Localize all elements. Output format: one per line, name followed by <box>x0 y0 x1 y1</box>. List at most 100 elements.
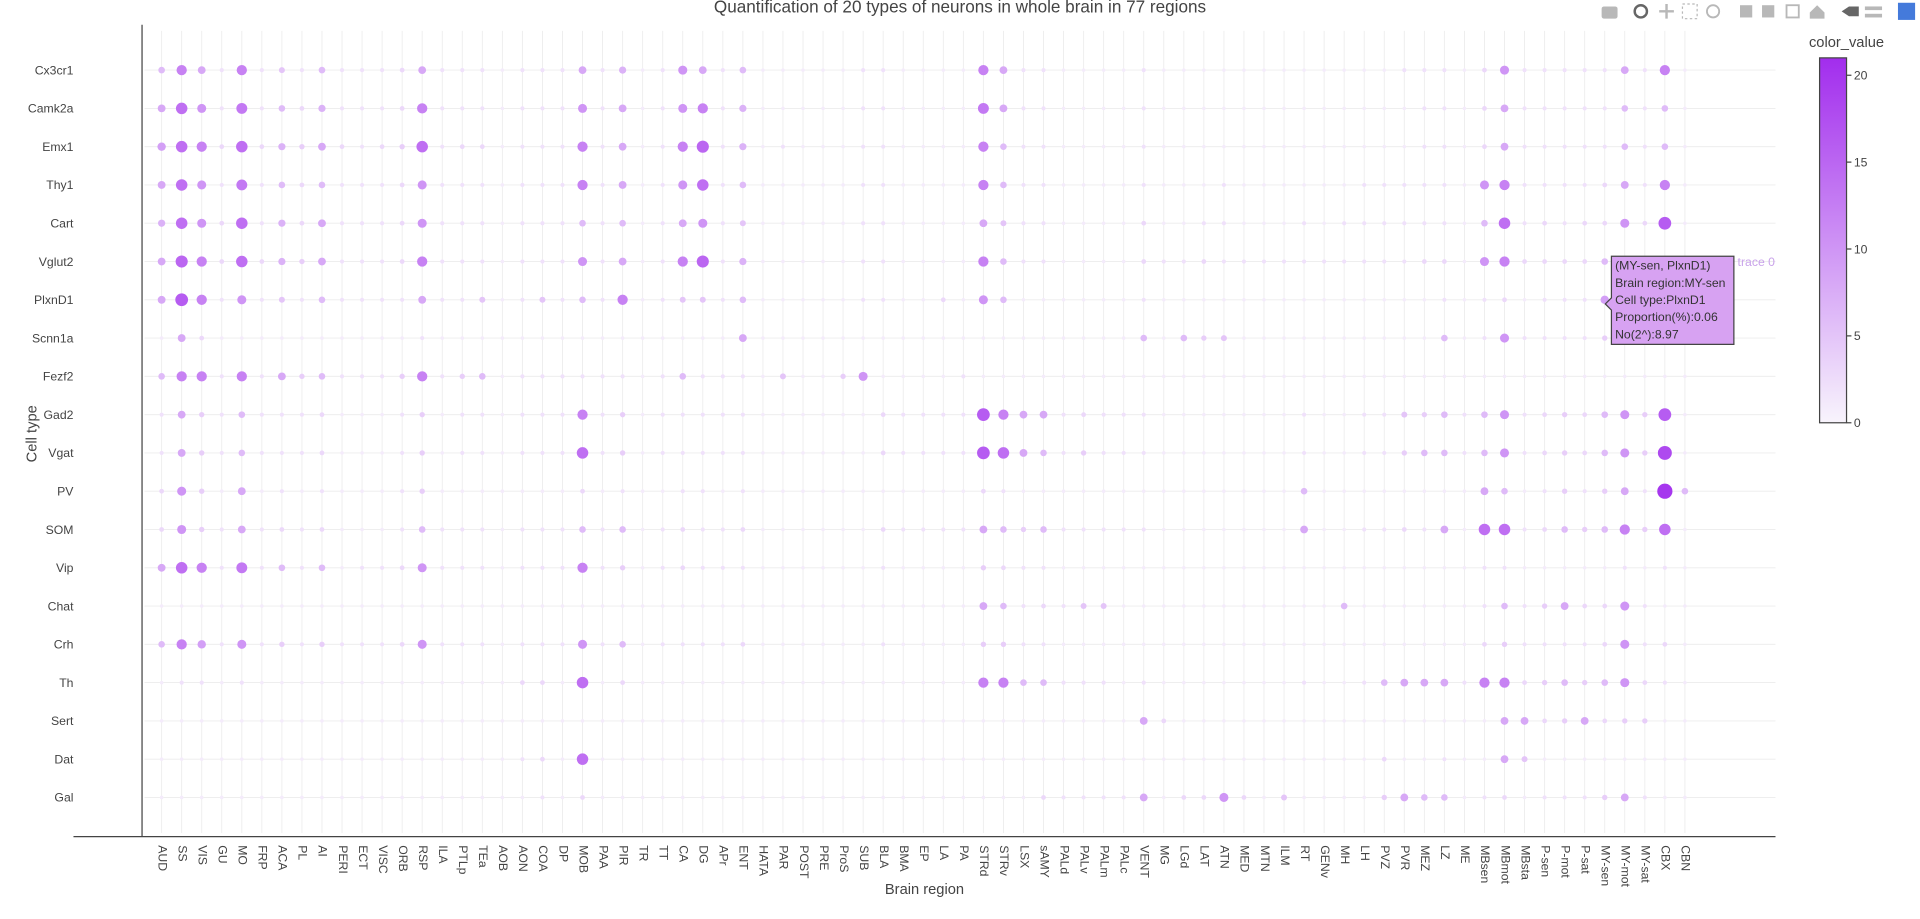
dot <box>701 719 705 723</box>
dot <box>741 680 745 685</box>
dot <box>881 374 885 379</box>
dot <box>1402 106 1407 111</box>
dot <box>921 489 926 493</box>
dot <box>1561 450 1568 456</box>
dot <box>1282 565 1286 570</box>
spike-icon[interactable] <box>1841 6 1859 17</box>
dot <box>881 795 885 800</box>
dot <box>560 374 565 379</box>
dot <box>921 68 926 72</box>
dot <box>619 641 626 648</box>
x-tick-label: LGd <box>1178 845 1192 868</box>
x-tick-label: P-mot <box>1558 845 1572 878</box>
dot <box>761 680 765 685</box>
dot <box>1041 603 1046 609</box>
dot <box>175 102 188 115</box>
dot <box>999 66 1008 75</box>
x-tick-label: FRP <box>256 845 270 869</box>
dot <box>1481 449 1488 457</box>
dot <box>299 143 305 150</box>
plotly-logo[interactable] <box>1897 2 1916 20</box>
dot <box>801 106 805 111</box>
dot <box>1400 793 1409 802</box>
compare-icon-2[interactable] <box>1864 13 1883 18</box>
dot <box>1362 68 1366 72</box>
camera-icon[interactable] <box>1601 6 1618 19</box>
dot <box>1620 639 1630 649</box>
dot <box>1322 374 1326 379</box>
dot <box>821 336 825 340</box>
dot <box>480 642 485 647</box>
dot <box>577 409 588 420</box>
x-tick-label: CA <box>677 845 691 863</box>
dot <box>460 719 465 723</box>
dot <box>1620 448 1630 458</box>
zoom-out-icon[interactable] <box>1762 5 1775 18</box>
dot <box>781 336 785 340</box>
dot <box>1582 144 1587 149</box>
dot <box>1282 412 1286 417</box>
dot <box>280 680 284 685</box>
dot <box>320 757 324 761</box>
dot <box>720 221 725 226</box>
dot <box>720 412 725 417</box>
dot <box>961 527 966 532</box>
dot <box>1602 374 1607 379</box>
dot <box>1382 489 1387 493</box>
select-icon[interactable] <box>1681 3 1698 20</box>
dot <box>1462 298 1467 302</box>
dot <box>921 336 926 340</box>
dot <box>1101 642 1106 647</box>
dot <box>318 104 326 113</box>
dot <box>1442 374 1447 379</box>
zoom-in-icon[interactable] <box>1740 5 1753 18</box>
autoscale-icon[interactable] <box>1785 4 1800 19</box>
dot <box>1522 336 1527 341</box>
dot <box>1101 298 1106 302</box>
compare-icon[interactable] <box>1864 6 1883 11</box>
dot <box>1081 259 1086 264</box>
dot <box>219 795 224 800</box>
reset-icon[interactable] <box>1809 5 1825 19</box>
dot <box>1101 719 1106 723</box>
dot <box>1101 68 1106 72</box>
dot <box>640 565 645 570</box>
dot <box>1061 757 1066 761</box>
dot <box>921 144 926 149</box>
pan-icon[interactable] <box>1659 3 1674 19</box>
x-tick-label: MTN <box>1258 845 1272 872</box>
dot <box>1402 374 1407 379</box>
dot <box>1342 259 1347 264</box>
dot <box>1580 716 1589 725</box>
dot <box>961 489 966 493</box>
dot <box>961 298 966 302</box>
dot <box>640 144 645 149</box>
dot <box>560 489 565 493</box>
dot <box>921 719 926 723</box>
dot <box>300 719 304 723</box>
lasso-icon[interactable] <box>1706 4 1721 19</box>
dot <box>841 489 845 493</box>
dot <box>359 68 365 73</box>
dot <box>781 412 785 417</box>
dot <box>1502 297 1507 303</box>
colorbar-tick-label: 10 <box>1854 242 1868 256</box>
dot <box>1121 336 1126 340</box>
dot <box>1482 106 1487 111</box>
dot <box>1501 487 1508 495</box>
dot <box>680 719 685 723</box>
dot <box>1282 604 1286 608</box>
dot <box>1499 410 1510 420</box>
dot <box>619 450 626 456</box>
dot <box>318 257 326 266</box>
x-tick-label: LH <box>1358 845 1372 861</box>
dot <box>1302 183 1306 187</box>
zoom-icon[interactable] <box>1633 3 1649 19</box>
dot <box>196 562 207 573</box>
dot <box>739 66 747 74</box>
dot <box>880 527 886 532</box>
dot <box>1182 642 1186 647</box>
dot <box>460 795 465 800</box>
dot <box>1422 298 1427 302</box>
dot <box>941 259 946 264</box>
